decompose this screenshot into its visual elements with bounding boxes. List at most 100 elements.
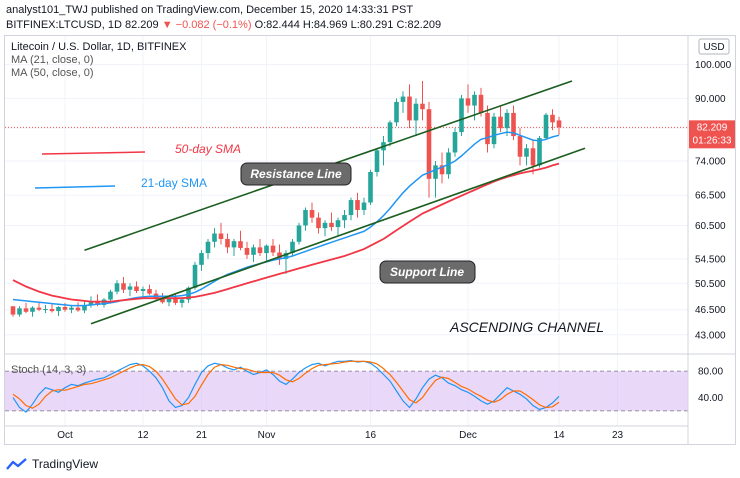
candle-body <box>244 247 250 255</box>
candle-body <box>342 215 347 221</box>
candle-body <box>212 233 217 242</box>
stoch-tick-label: 40.00 <box>698 393 723 404</box>
candle-body <box>348 200 354 216</box>
candles-layer <box>10 81 562 317</box>
candle-body <box>30 307 35 312</box>
candle-body <box>192 264 198 288</box>
chart-svg[interactable]: 50-day SMA 21-day SMA Resistance Line Su… <box>5 36 735 444</box>
candle-body <box>459 98 464 133</box>
stoch-band <box>5 371 688 411</box>
candle-body <box>179 299 185 303</box>
support-label-text: Support Line <box>390 265 464 279</box>
channel-annotation: ASCENDING CHANNEL <box>449 319 604 335</box>
candle-body <box>127 286 133 290</box>
publish-info: analyst101_TWJ published on TradingView.… <box>6 4 414 16</box>
candle-body <box>23 308 29 312</box>
candle-body <box>251 247 256 255</box>
candle-body <box>238 241 243 248</box>
candle-body <box>400 96 406 102</box>
candle-body <box>556 120 562 128</box>
price-tick-label: 100.000 <box>695 60 732 71</box>
candle-body <box>134 286 139 291</box>
sma50-annotation: 50-day SMA <box>175 142 241 156</box>
stoch-tick-label: 80.00 <box>698 367 723 378</box>
candle-body <box>407 96 412 121</box>
grid-lines <box>5 36 688 426</box>
candle-body <box>335 220 341 228</box>
candle-body <box>36 307 42 310</box>
resistance-label[interactable]: Resistance Line <box>240 162 352 186</box>
price-tick-label: 66.500 <box>695 191 726 202</box>
candle-body <box>173 298 178 303</box>
candle-body <box>56 306 61 312</box>
candle-body <box>62 306 68 310</box>
candle-body <box>426 109 432 179</box>
legend-title: Litecoin / U.S. Dollar, 1D, BITFINEX <box>11 41 187 53</box>
candle-body <box>368 172 373 203</box>
candle-body <box>205 241 211 254</box>
candle-body <box>387 122 393 143</box>
chart-frame[interactable]: 50-day SMA 21-day SMA Resistance Line Su… <box>4 35 736 445</box>
candle-body <box>524 148 529 157</box>
candle-body <box>114 283 120 292</box>
candle-body <box>270 245 276 253</box>
candle-body <box>108 291 113 300</box>
candle-body <box>290 241 295 254</box>
candle-body <box>166 298 172 303</box>
last-price: 82.209 <box>125 19 159 31</box>
tradingview-footer[interactable]: TradingView <box>6 455 98 473</box>
candle-body <box>472 94 477 106</box>
stoch-k-line <box>12 359 560 413</box>
candle-body <box>43 309 48 311</box>
candle-body <box>283 253 289 259</box>
last-price-tag-value: 82.209 <box>697 122 728 133</box>
candle-body <box>88 302 94 305</box>
stoch-d-line <box>12 360 560 409</box>
candle-body <box>517 136 523 157</box>
symbol-ohlc-line: BITFINEX:LTCUSD, 1D 82.209 ▼ −0.082 (−0.… <box>6 18 441 32</box>
candle-body <box>355 200 360 210</box>
price-axis-ticks: 100.00090.00082.00074.00066.50060.50054.… <box>695 60 732 341</box>
candle-body <box>69 307 74 310</box>
ma21-line <box>12 131 560 307</box>
candle-body <box>277 252 282 259</box>
time-tick-label: 23 <box>612 430 624 441</box>
candle-body <box>374 150 380 173</box>
time-tick-label: Oct <box>57 430 73 441</box>
candle-body <box>316 217 321 229</box>
stoch-axis-ticks: 80.00 40.00 <box>698 367 723 404</box>
candle-body <box>550 114 555 123</box>
candle-body <box>49 309 55 312</box>
time-tick-label: 14 <box>553 430 565 441</box>
price-tick-label: 50.500 <box>695 279 726 290</box>
sma21-callout-line <box>34 185 116 189</box>
time-tick-label: Dec <box>459 430 477 441</box>
time-tick-label: Nov <box>258 430 276 441</box>
currency-button-label: USD <box>703 42 724 53</box>
last-price-tag: 82.209 01:26:33 <box>689 120 735 149</box>
candle-body <box>199 253 204 265</box>
candle-body <box>491 116 497 145</box>
candle-body <box>511 112 516 137</box>
candle-body <box>121 283 126 290</box>
price-tick-label: 54.500 <box>695 254 726 265</box>
candle-body <box>225 238 230 248</box>
candle-body <box>420 103 425 110</box>
currency-button[interactable]: USD <box>698 38 730 55</box>
candle-body <box>296 225 302 242</box>
support-label[interactable]: Support Line <box>379 260 476 284</box>
legend-ma50: MA (50, close, 0) <box>11 67 94 79</box>
candle-body <box>329 222 334 228</box>
price-tick-label: 46.500 <box>695 305 726 316</box>
time-tick-label: 16 <box>365 430 377 441</box>
candle-body <box>322 222 328 229</box>
price-tick-label: 43.000 <box>695 330 726 341</box>
sma50-callout-line <box>41 151 146 155</box>
candle-body <box>433 165 438 179</box>
price-tick-label: 60.500 <box>695 221 726 232</box>
candle-body <box>17 308 22 315</box>
legend-ma21: MA (21, close, 0) <box>11 54 94 66</box>
sma21-annotation: 21-day SMA <box>141 176 207 190</box>
candle-body <box>75 307 81 311</box>
support-line[interactable] <box>90 147 586 325</box>
